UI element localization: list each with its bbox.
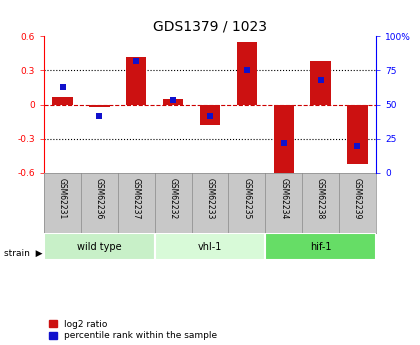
Point <box>170 98 176 103</box>
Text: vhl-1: vhl-1 <box>198 241 222 252</box>
Bar <box>273 105 294 175</box>
Text: hif-1: hif-1 <box>310 241 331 252</box>
Point <box>281 140 287 146</box>
Point <box>133 58 139 63</box>
Point <box>207 113 213 118</box>
Bar <box>44 233 155 260</box>
Text: GSM62234: GSM62234 <box>279 178 288 219</box>
Point <box>96 113 103 118</box>
Text: GSM62233: GSM62233 <box>205 178 215 219</box>
Text: GSM62236: GSM62236 <box>95 178 104 219</box>
Text: strain  ▶: strain ▶ <box>4 249 43 258</box>
Title: GDS1379 / 1023: GDS1379 / 1023 <box>153 20 267 34</box>
Bar <box>155 233 265 260</box>
Bar <box>265 233 376 260</box>
Bar <box>52 97 73 105</box>
Text: GSM62231: GSM62231 <box>58 178 67 219</box>
Legend: log2 ratio, percentile rank within the sample: log2 ratio, percentile rank within the s… <box>49 320 217 341</box>
Bar <box>237 42 257 105</box>
Bar <box>310 61 331 105</box>
Text: GSM62238: GSM62238 <box>316 178 325 219</box>
Point <box>317 77 324 83</box>
Bar <box>126 57 147 105</box>
Text: GSM62235: GSM62235 <box>242 178 251 219</box>
Point <box>59 84 66 90</box>
Text: GSM62239: GSM62239 <box>353 178 362 219</box>
Bar <box>347 105 368 164</box>
Bar <box>163 99 183 105</box>
Bar <box>89 105 110 107</box>
Text: GSM62237: GSM62237 <box>132 178 141 219</box>
Point <box>244 68 250 73</box>
Text: wild type: wild type <box>77 241 122 252</box>
Text: GSM62232: GSM62232 <box>169 178 178 219</box>
Bar <box>200 105 220 125</box>
Point <box>354 143 361 148</box>
